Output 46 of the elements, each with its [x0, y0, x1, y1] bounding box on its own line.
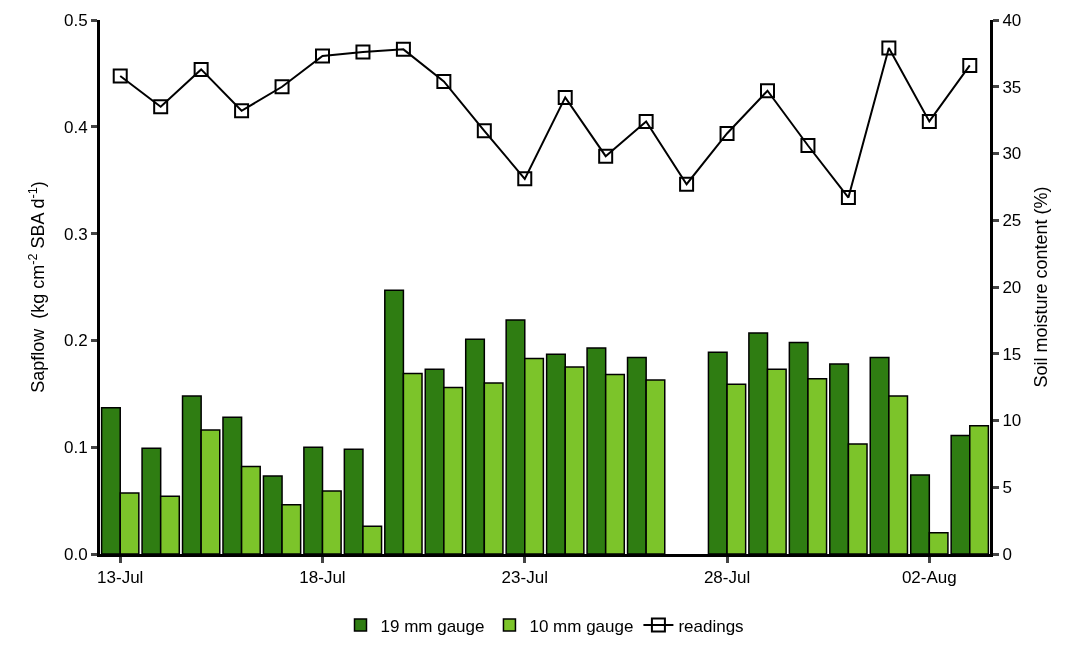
x-tick-label: 23-Jul	[501, 568, 548, 588]
y2-tick-label: 25	[1002, 211, 1022, 231]
y2-tick-label: 30	[1002, 144, 1022, 164]
point	[679, 176, 695, 192]
y2-tick-label: 5	[1002, 478, 1012, 498]
point	[800, 137, 816, 153]
point	[153, 99, 169, 115]
point	[193, 61, 209, 77]
y2-tick-label: 10	[1002, 411, 1022, 431]
x-tick-label: 18-Jul	[299, 568, 346, 588]
y2-tick-label: 40	[1002, 10, 1022, 30]
y2-tick-label: 35	[1002, 77, 1022, 97]
y2-tick-label: 0	[1002, 544, 1012, 564]
y-tick-label: 0.4	[63, 117, 88, 137]
y-tick-label: 0.1	[63, 438, 88, 458]
point	[274, 79, 290, 95]
point	[881, 40, 897, 56]
point	[517, 171, 533, 187]
point	[315, 48, 330, 64]
point	[436, 73, 452, 89]
y-tick-label: 0.5	[63, 10, 88, 30]
y2-tick-label: 20	[1002, 277, 1022, 297]
point	[395, 41, 411, 57]
y-tick-label: 0.0	[63, 544, 88, 564]
legend-label: readings	[678, 616, 744, 636]
y-tick-label: 0.2	[63, 331, 88, 351]
y2-axis-title: Soil moisture content (%)	[1031, 186, 1052, 388]
point	[638, 113, 654, 129]
legend-label: 19 mm gauge	[380, 616, 485, 636]
y-tick-label: 0.3	[63, 224, 88, 244]
x-tick-label: 02-Aug	[901, 568, 957, 588]
point	[962, 57, 978, 73]
legend-label: 10 mm gauge	[529, 616, 634, 636]
point	[476, 123, 492, 139]
point	[921, 113, 937, 129]
point	[557, 89, 573, 105]
point	[598, 148, 614, 164]
point	[234, 103, 250, 119]
y2-tick-label: 15	[1002, 344, 1022, 364]
point	[840, 190, 856, 206]
x-tick-label: 28-Jul	[703, 568, 751, 588]
point	[355, 44, 371, 60]
x-tick-label: 13-Jul	[97, 568, 144, 588]
point	[112, 68, 128, 84]
point	[719, 125, 735, 141]
point	[760, 83, 775, 99]
